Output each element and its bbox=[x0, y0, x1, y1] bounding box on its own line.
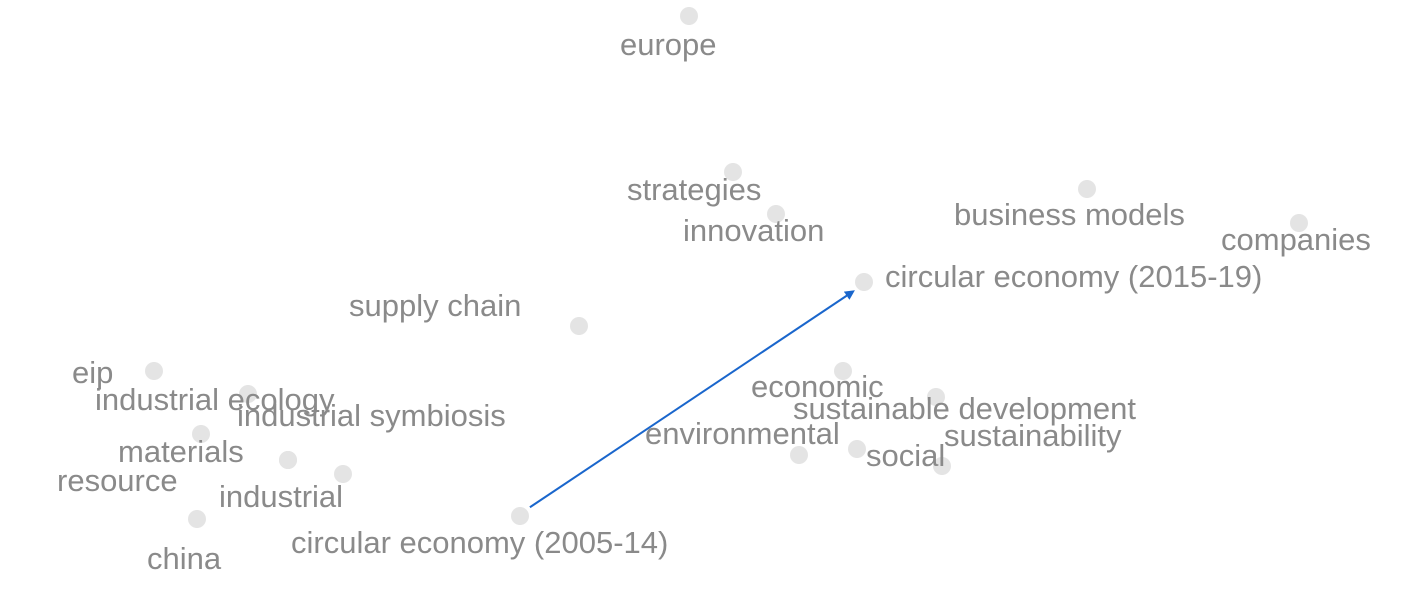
term-label-economic: economic bbox=[751, 369, 884, 404]
term-point-supply-chain[interactable] bbox=[570, 317, 588, 335]
term-label-industrial-ecology: industrial ecology bbox=[95, 382, 335, 417]
term-point-business-models[interactable] bbox=[1078, 180, 1096, 198]
term-point-economic[interactable] bbox=[834, 362, 852, 380]
term-label-strategies: strategies bbox=[627, 172, 761, 207]
term-point-environmental[interactable] bbox=[790, 446, 808, 464]
term-point-china[interactable] bbox=[188, 510, 206, 528]
term-point-strategies[interactable] bbox=[724, 163, 742, 181]
term-point-innovation[interactable] bbox=[767, 205, 785, 223]
term-point-industrial-ecology[interactable] bbox=[239, 385, 257, 403]
term-point-sustainable-development[interactable] bbox=[927, 388, 945, 406]
term-label-sustainability: sustainability bbox=[944, 418, 1122, 453]
term-label-resource: resource bbox=[57, 463, 178, 498]
term-point-industrial-symbiosis[interactable] bbox=[334, 465, 352, 483]
term-dots bbox=[145, 7, 1308, 528]
term-point-europe[interactable] bbox=[680, 7, 698, 25]
term-point-industrial[interactable] bbox=[279, 451, 297, 469]
shift-arrow-layer bbox=[529, 290, 855, 509]
shift-arrow bbox=[529, 290, 855, 509]
term-label-business-models: business models bbox=[954, 197, 1185, 232]
term-label-industrial: industrial bbox=[219, 479, 343, 514]
term-point-eip[interactable] bbox=[145, 362, 163, 380]
term-label-industrial-symbiosis: industrial symbiosis bbox=[237, 398, 506, 433]
term-point-social[interactable] bbox=[848, 440, 866, 458]
term-point-circular-economy-2015-19[interactable] bbox=[855, 273, 873, 291]
term-label-circular-economy-2005-14: circular economy (2005-14) bbox=[291, 525, 668, 560]
term-label-environmental: environmental bbox=[645, 416, 840, 451]
term-label-eip: eip bbox=[72, 355, 113, 390]
term-label-supply-chain: supply chain bbox=[349, 288, 521, 323]
term-label-circular-economy-2015-19: circular economy (2015-19) bbox=[885, 259, 1262, 294]
term-label-china: china bbox=[147, 541, 222, 576]
term-label-innovation: innovation bbox=[683, 213, 824, 248]
term-point-circular-economy-2005-14[interactable] bbox=[511, 507, 529, 525]
term-label-materials: materials bbox=[118, 434, 244, 469]
term-labels: europe strategies innovation business model… bbox=[57, 27, 1371, 576]
term-point-materials[interactable] bbox=[192, 425, 210, 443]
term-point-companies[interactable] bbox=[1290, 214, 1308, 232]
term-label-europe: europe bbox=[620, 27, 717, 62]
term-label-companies: companies bbox=[1221, 222, 1371, 257]
term-point-sustainability[interactable] bbox=[933, 457, 951, 475]
term-label-sustainable-development: sustainable development bbox=[793, 391, 1136, 426]
term-label-social: social bbox=[866, 438, 945, 473]
